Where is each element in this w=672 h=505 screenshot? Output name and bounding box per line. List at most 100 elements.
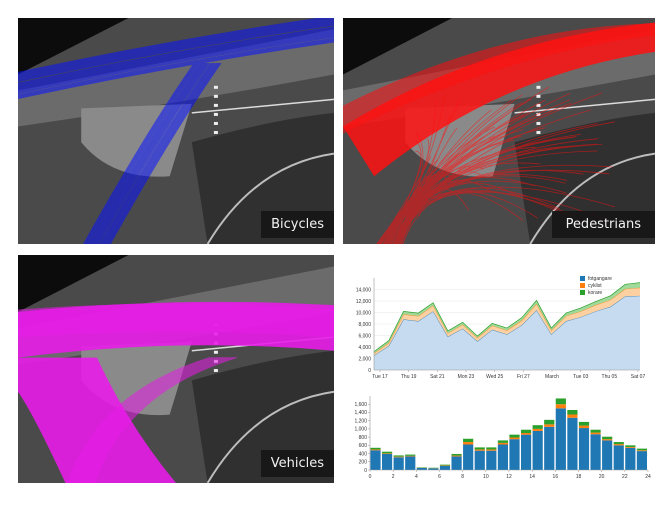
bar-y-tick-label: 400 — [359, 451, 368, 457]
bar-cyklist-hour-10 — [486, 449, 497, 451]
bar-fotgangare-hour-16 — [555, 408, 566, 470]
bicycles-aerial-image — [18, 18, 334, 244]
bar-cyklist-hour-13 — [520, 433, 532, 435]
bar-fotgangare-hour-9 — [474, 450, 485, 470]
legend-swatch-fotgangare — [580, 276, 585, 281]
bar-korare-hour-9 — [474, 447, 485, 450]
bar-x-tick-label: 6 — [438, 474, 441, 480]
bar-fotgangare-hour-4 — [416, 467, 427, 470]
area-line-korare — [373, 282, 641, 352]
bar-cyklist-hour-8 — [463, 442, 474, 445]
vehicles-trajectory-panel: Vehicles — [18, 255, 334, 483]
bar-korare-hour-13 — [520, 429, 532, 433]
bar-korare-hour-11 — [497, 440, 509, 443]
bar-korare-hour-12 — [509, 434, 520, 438]
bar-cyklist-hour-18 — [578, 425, 590, 429]
area-x-tick-label: Mon 23 — [458, 374, 475, 380]
bar-korare-hour-14 — [532, 425, 543, 429]
bar-x-tick-label: 12 — [506, 474, 512, 480]
bar-cyklist-hour-17 — [567, 414, 578, 418]
bar-korare-hour-1 — [381, 451, 393, 454]
bar-fotgangare-hour-13 — [520, 434, 532, 470]
bar-korare-hour-7 — [451, 453, 462, 456]
bar-x-tick-label: 2 — [392, 474, 395, 480]
area-y-tick-label: 2,000 — [358, 356, 371, 362]
bar-fotgangare-hour-12 — [509, 439, 520, 470]
bar-korare-hour-0 — [370, 447, 381, 450]
area-y-tick-label: 4,000 — [358, 345, 371, 351]
bar-x-tick-label: 18 — [576, 474, 582, 480]
area-x-tick-label: Thu 05 — [602, 374, 618, 380]
area-y-tick-label: 0 — [368, 368, 371, 374]
bar-x-tick-label: 4 — [415, 474, 418, 480]
bar-korare-hour-18 — [578, 421, 590, 426]
bar-fotgangare-hour-3 — [405, 456, 416, 470]
bar-fotgangare-hour-8 — [463, 444, 474, 470]
pedestrians-trajectory-panel: Pedestrians — [343, 18, 655, 244]
area-x-tick-label: Wed 25 — [486, 374, 503, 380]
area-x-tick-label: March — [545, 374, 559, 380]
bar-fotgangare-hour-14 — [532, 430, 543, 470]
bar-fotgangare-hour-1 — [381, 453, 393, 470]
bar-y-tick-label: 1,000 — [354, 427, 367, 433]
bar-fotgangare-hour-23 — [636, 451, 648, 470]
area-y-tick-label: 10,000 — [356, 310, 372, 316]
area-x-tick-label: Fri 27 — [517, 374, 530, 380]
bar-cyklist-hour-1 — [381, 453, 393, 454]
bar-cyklist-hour-3 — [405, 455, 416, 457]
bar-cyklist-hour-11 — [497, 442, 509, 445]
area-x-tick-label: Sat 21 — [430, 374, 445, 380]
area-x-tick-label: Tue 03 — [573, 374, 589, 380]
legend-label-fotgangare: fotgangare — [588, 276, 612, 282]
bar-cyklist-hour-16 — [555, 404, 566, 409]
bar-fotgangare-hour-20 — [602, 440, 613, 470]
bar-y-tick-label: 200 — [359, 460, 368, 466]
bar-cyklist-hour-22 — [625, 446, 636, 448]
bar-cyklist-hour-23 — [636, 450, 648, 452]
bar-korare-hour-17 — [567, 409, 578, 415]
bar-korare-hour-2 — [393, 455, 404, 457]
bar-cyklist-hour-14 — [532, 428, 543, 431]
bar-cyklist-hour-19 — [590, 432, 601, 435]
bar-fotgangare-hour-6 — [439, 465, 451, 470]
area-line-cyklist — [373, 287, 641, 354]
area-x-tick-label: Thu 19 — [401, 374, 417, 380]
bar-x-tick-label: 14 — [529, 474, 535, 480]
area-x-tick-label: Tue 17 — [372, 374, 388, 380]
pedestrians-caption: Pedestrians — [551, 211, 655, 238]
area-y-tick-label: 12,000 — [356, 299, 372, 305]
bar-fotgangare-hour-18 — [578, 428, 590, 470]
bar-cyklist-hour-2 — [393, 456, 404, 458]
bar-fotgangare-hour-10 — [486, 450, 497, 470]
bar-fotgangare-hour-21 — [613, 445, 624, 470]
bar-x-tick-label: 22 — [622, 474, 628, 480]
bar-x-tick-label: 16 — [553, 474, 559, 480]
bar-y-tick-label: 800 — [359, 435, 368, 441]
bar-fotgangare-hour-7 — [451, 456, 462, 470]
bar-x-tick-label: 0 — [369, 474, 372, 480]
bar-korare-hour-6 — [439, 464, 451, 466]
bar-y-tick-label: 0 — [364, 468, 367, 474]
legend-label-cyklist: cyklist — [588, 283, 602, 289]
area-x-tick-label: Sat 07 — [631, 374, 646, 380]
bar-korare-hour-19 — [590, 429, 601, 433]
bar-fotgangare-hour-19 — [590, 434, 601, 470]
area-series-fotgangare — [374, 295, 640, 370]
bar-cyklist-hour-12 — [509, 437, 520, 440]
bar-fotgangare-hour-0 — [370, 450, 381, 470]
bar-fotgangare-hour-17 — [567, 417, 578, 470]
bar-y-tick-label: 600 — [359, 443, 368, 449]
bar-korare-hour-16 — [555, 398, 566, 405]
bicycles-trajectory-panel: Bicycles — [18, 18, 334, 244]
bar-y-tick-label: 1,200 — [354, 418, 367, 424]
daily-counts-area-chart: 0 2,000 4,000 6,000 8,000 10,000 12,000 14,000 T… — [356, 276, 646, 380]
bar-cyklist-hour-21 — [613, 444, 624, 446]
bar-x-tick-label: 20 — [599, 474, 605, 480]
bar-korare-hour-21 — [613, 442, 624, 445]
bicycles-caption: Bicycles — [261, 211, 334, 238]
bar-fotgangare-hour-2 — [393, 457, 404, 470]
bar-x-tick-label: 24 — [645, 474, 651, 480]
legend-swatch-korare — [580, 290, 585, 295]
bar-cyklist-hour-7 — [451, 455, 462, 457]
